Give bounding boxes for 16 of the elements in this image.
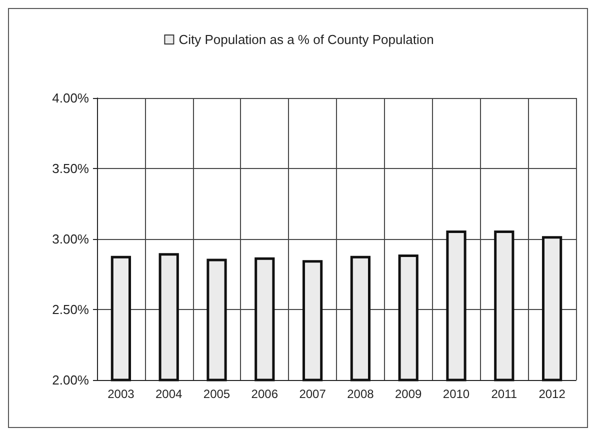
y-tick-label: 3.00% [52,232,90,246]
x-tick-label: 2012 [538,387,566,401]
x-tick-label: 2008 [347,387,374,401]
x-tick-label: 2004 [156,387,183,401]
x-tick-label: 2003 [108,387,135,401]
x-tick-label: 2006 [251,387,278,401]
y-tick-label: 4.00% [52,90,90,106]
x-tick-label: 2007 [299,387,326,401]
x-tick-label: 2011 [491,387,518,401]
y-tick-label: 3.50% [52,161,90,176]
y-tick-label: 2.50% [52,302,90,317]
legend-label: City Population as a % of County Population [178,32,434,47]
x-tick-label: 2005 [203,387,230,401]
x-tick-label: 2010 [442,387,470,401]
x-tick-label: 2009 [395,387,422,401]
y-tick-label: 2.00% [52,372,90,388]
